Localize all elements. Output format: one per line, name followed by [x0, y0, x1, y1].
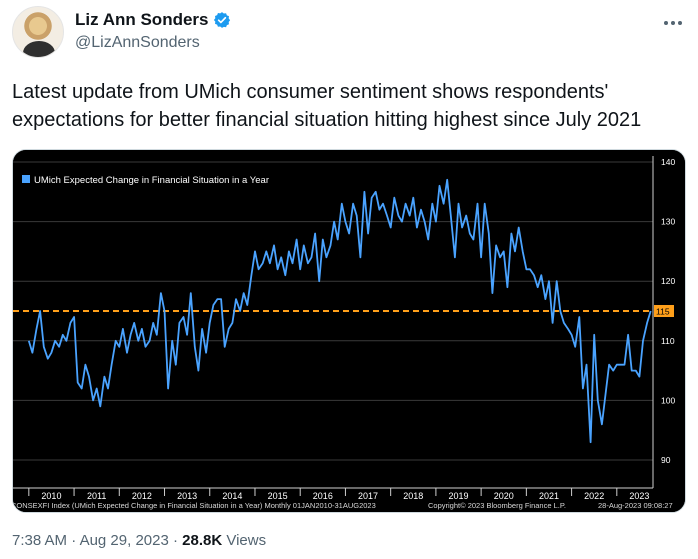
views-label: Views [226, 532, 267, 549]
reference-value-label: 115 [656, 307, 670, 317]
chart-background [13, 150, 685, 512]
chart-axes: 140 130 120 110 100 90 2010 2011 2012 2013 2014 201… [13, 156, 675, 501]
x-tick-label: 2019 [448, 491, 468, 501]
x-tick-label: 2015 [268, 491, 288, 501]
chart-footer: CONSEXFI Index (UMich Expected Change in… [13, 501, 673, 510]
y-tick-label: 110 [661, 336, 675, 346]
x-tick-label: 2016 [313, 491, 333, 501]
footer-date-text: 28-Aug-2023 09:08:27 [598, 501, 673, 510]
legend-swatch [22, 175, 30, 183]
tweet-time[interactable]: 7:38 AM [12, 532, 68, 549]
x-tick-label: 2013 [177, 491, 197, 501]
x-tick-label: 2022 [584, 491, 604, 501]
footer-index-text: CONSEXFI Index (UMich Expected Change in… [13, 501, 376, 510]
x-tick-label: 2018 [403, 491, 423, 501]
handle[interactable]: @LizAnnSonders [75, 34, 200, 51]
x-tick-label: 2021 [539, 491, 559, 501]
tweet-meta: 7:38 AM · Aug 29, 2023 · 28.8K Views [12, 532, 266, 549]
y-tick-label: 90 [661, 455, 671, 465]
meta-separator: · [71, 532, 77, 549]
display-name-row: Liz Ann Sonders [75, 9, 231, 31]
series-line-0 [27, 178, 652, 444]
x-tick-label: 2014 [222, 491, 242, 501]
y-tick-label: 120 [661, 276, 675, 286]
x-tick-label: 2011 [87, 491, 106, 501]
footer-copyright-text: Copyright© 2023 Bloomberg Finance L.P. [428, 501, 566, 510]
x-tick-label: 2023 [629, 491, 649, 501]
more-options-icon[interactable] [662, 12, 684, 34]
verified-badge-icon [213, 12, 230, 28]
series-group [27, 178, 652, 444]
legend-group: UMich Expected Change in Financial Situa… [22, 175, 269, 186]
chart-svg: 140 130 120 110 100 90 2010 2011 2012 2013 2014 201… [13, 150, 685, 512]
x-tick-label: 2017 [358, 491, 378, 501]
display-name[interactable]: Liz Ann Sonders [75, 10, 209, 29]
reference-line-group: 115 [13, 305, 674, 317]
y-tick-label: 100 [661, 395, 675, 405]
x-tick-label: 2012 [132, 491, 152, 501]
reference-value-box [654, 305, 674, 317]
tweet-text: Latest update from UMich consumer sentim… [12, 81, 642, 131]
tweet-header: Liz Ann Sonders @LizAnnSonders [12, 6, 686, 62]
y-tick-label: 130 [661, 217, 675, 227]
legend-label: UMich Expected Change in Financial Situa… [34, 175, 269, 186]
y-tick-label: 140 [661, 157, 675, 167]
chart-image[interactable]: 140 130 120 110 100 90 2010 2011 2012 2013 2014 201… [12, 149, 686, 513]
avatar[interactable] [12, 6, 64, 58]
x-tick-label: 2010 [41, 491, 61, 501]
x-tick-label: 2020 [494, 491, 514, 501]
tweet-date[interactable]: Aug 29, 2023 [79, 532, 169, 549]
meta-separator: · [172, 532, 178, 549]
views-count: 28.8K [182, 532, 223, 549]
author-block: Liz Ann Sonders @LizAnnSonders [75, 9, 231, 52]
